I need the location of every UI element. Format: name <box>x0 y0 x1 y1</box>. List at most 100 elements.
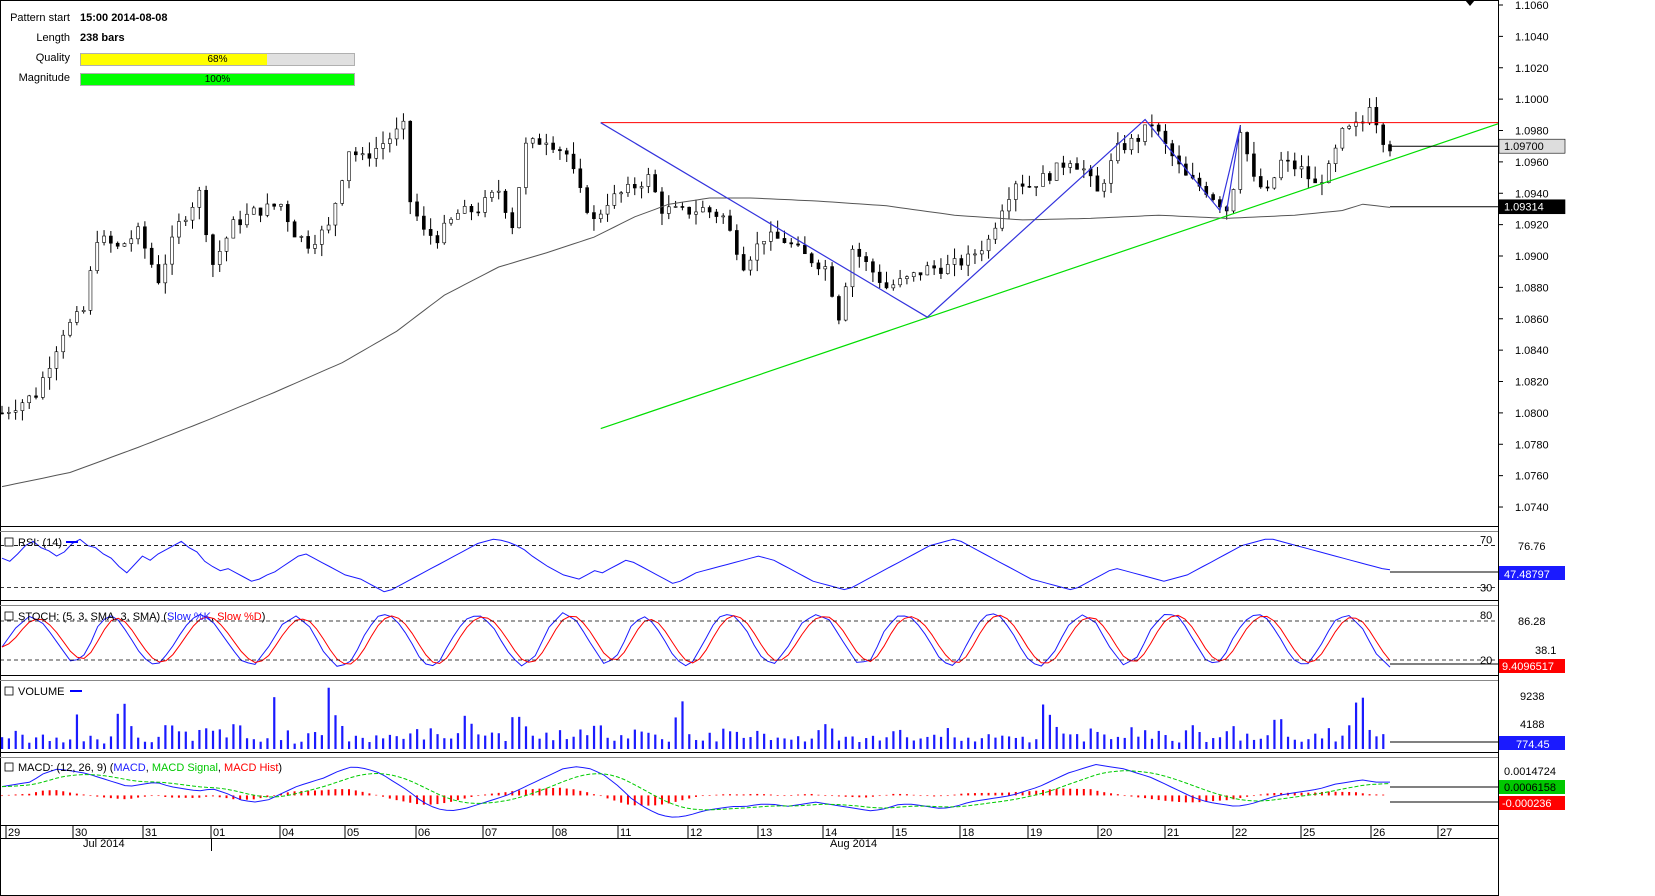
macd-signal-box <box>1499 796 1565 810</box>
candle-body <box>816 262 821 270</box>
macd-hist-bar <box>1307 792 1310 796</box>
price-tick-label: 1.0920 <box>1515 220 1549 232</box>
month-label-jul: Jul 2014 <box>83 838 125 850</box>
volume-bar <box>817 730 820 749</box>
macd-hist-bar <box>89 795 92 797</box>
candle-body <box>837 296 841 321</box>
candle-body <box>803 244 807 255</box>
volume-bar <box>586 735 589 749</box>
price-tick-label: 1.0900 <box>1515 251 1549 263</box>
candle-body <box>864 256 868 262</box>
volume-bar <box>926 736 929 749</box>
volume-bar <box>640 731 643 749</box>
macd-hist-bar <box>1144 795 1147 799</box>
volume-bar <box>1001 735 1004 749</box>
rsi-level-70-label: 70 <box>1480 535 1492 547</box>
candle-body <box>265 203 270 216</box>
candle-body <box>762 241 766 245</box>
macd-hist-bar <box>327 789 330 796</box>
candle-body <box>592 212 596 219</box>
volume-bar <box>1096 731 1099 749</box>
candle-body <box>666 206 671 214</box>
volume-bar <box>729 731 732 749</box>
candle-body <box>830 266 834 297</box>
time-tick-label: 08 <box>555 827 567 839</box>
macd-legend-sep1: , <box>146 762 152 774</box>
macd-legend-end: ) <box>278 762 282 774</box>
macd-hist-bar <box>273 795 276 796</box>
stoch-d-line <box>1 614 1391 665</box>
macd-hist-bar <box>395 795 398 801</box>
volume-bar <box>463 715 466 749</box>
stoch-last-value: 9.4096517 <box>1502 661 1554 673</box>
macd-hist-bar <box>436 795 439 805</box>
volume-bar <box>524 726 528 749</box>
volume-bar <box>177 731 181 749</box>
pattern-start-value: 15:00 2014-08-08 <box>80 12 168 24</box>
candle-body <box>408 120 413 203</box>
macd-hist-bar <box>313 790 316 796</box>
candle-body <box>122 243 127 247</box>
support-trendline <box>600 123 1499 430</box>
volume-bar <box>939 736 943 749</box>
candle-body <box>1007 199 1011 212</box>
macd-hist-bar <box>885 794 888 796</box>
candle-body <box>238 219 242 226</box>
volume-bar <box>545 732 548 749</box>
candle-body <box>877 271 882 283</box>
macd-hist-bar <box>878 795 881 797</box>
macd-hist-bar <box>388 795 391 799</box>
macd-hist-bar <box>586 792 589 796</box>
corner-marker <box>1465 0 1475 6</box>
volume-bar <box>660 739 664 749</box>
macd-hist-bar <box>1171 795 1174 802</box>
macd-hist-bar <box>1028 791 1031 796</box>
volume-bar <box>1286 736 1290 749</box>
candle-body <box>823 266 828 270</box>
candle-body <box>925 265 930 276</box>
candle-body <box>75 311 79 323</box>
candle-body <box>673 206 678 208</box>
macd-hist-bar <box>171 795 174 798</box>
volume-bar <box>1062 733 1065 749</box>
rsi-top-label: 76.76 <box>1518 541 1546 553</box>
volume-bar <box>1103 734 1106 749</box>
macd-hist-bar <box>1055 788 1058 796</box>
volume-top-label: 9238 <box>1520 691 1544 703</box>
volume-bar <box>225 737 228 749</box>
macd-hist-bar <box>1375 794 1378 796</box>
volume-bar <box>1382 734 1385 749</box>
macd-hist-bar <box>735 794 738 796</box>
candle-body <box>1109 160 1113 184</box>
volume-bar <box>1042 704 1045 749</box>
candle-body <box>1265 186 1270 189</box>
macd-hist-bar <box>320 790 323 796</box>
macd-hist-bar <box>225 795 228 799</box>
candle-body <box>0 412 4 415</box>
time-tick-label: 18 <box>962 827 974 839</box>
macd-hist-bar <box>1157 795 1160 801</box>
macd-hist-bar <box>994 792 997 796</box>
volume-bar <box>565 739 568 749</box>
volume-bar <box>7 738 11 749</box>
candle-body <box>748 259 753 271</box>
price-tick-label: 1.1000 <box>1515 94 1549 106</box>
volume-bar <box>790 739 793 749</box>
macd-hist-bar <box>606 795 609 799</box>
time-tick-label: 25 <box>1303 827 1315 839</box>
volume-bar <box>701 740 705 749</box>
time-tick-label: 13 <box>760 827 772 839</box>
price-tick-label: 1.1060 <box>1515 0 1549 12</box>
volume-bar <box>171 725 174 749</box>
panel-close-icon <box>4 537 14 547</box>
macd-hist-bar <box>640 795 643 806</box>
macd-hist-bar <box>341 789 344 796</box>
macd-hist-bar <box>1137 795 1140 798</box>
candle-body <box>1279 159 1283 179</box>
volume-bar <box>844 736 847 749</box>
macd-hist-bar <box>1273 793 1276 796</box>
candle-body <box>1313 178 1317 184</box>
price-tick-label: 1.1020 <box>1515 63 1549 75</box>
volume-bar <box>388 734 392 749</box>
candle-body <box>598 213 603 219</box>
